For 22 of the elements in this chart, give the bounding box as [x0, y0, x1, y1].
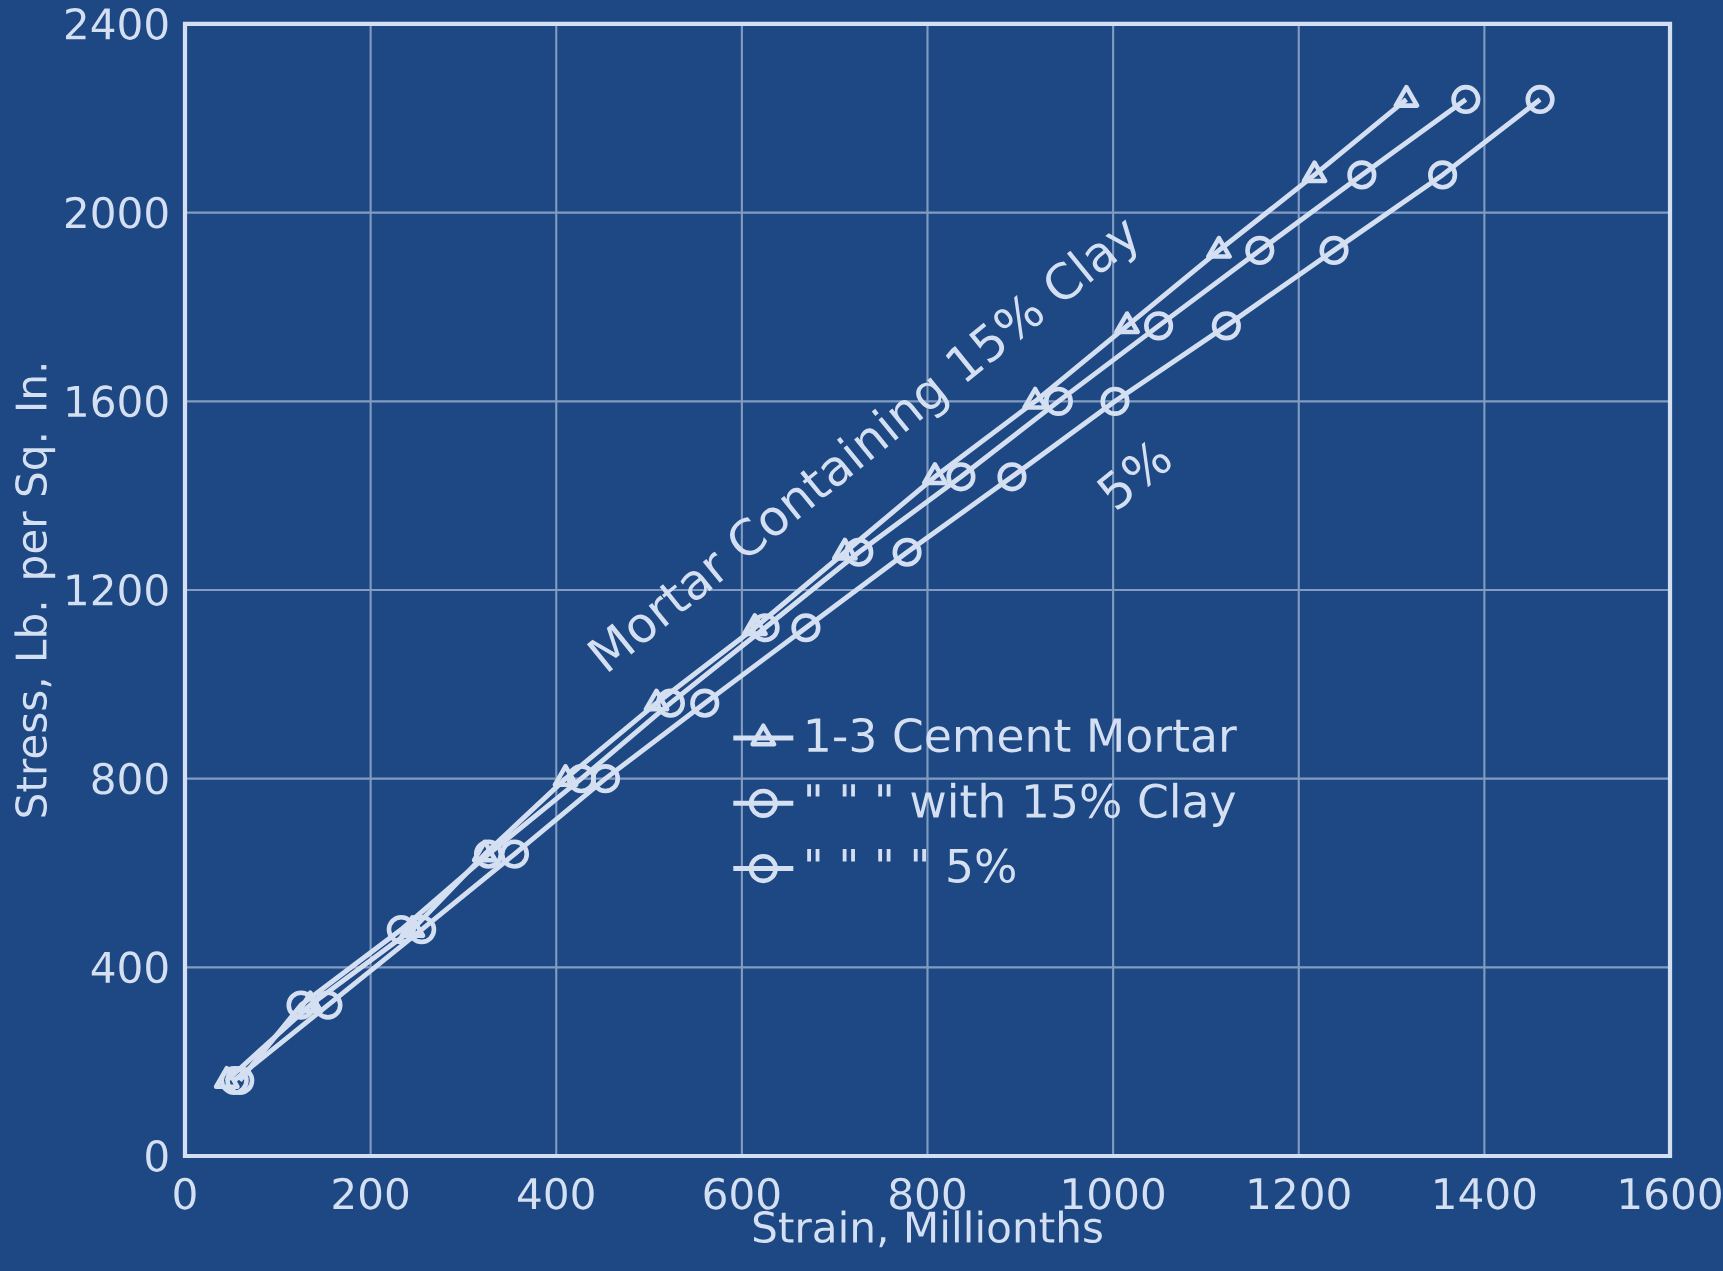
y-tick-label: 400 [91, 951, 168, 984]
y-axis-title: Stress, Lb. per Sq. In. [14, 365, 56, 817]
x-axis-title: Strain, Millionths [753, 1210, 1102, 1248]
x-tick-label: 1600 [1620, 1177, 1721, 1210]
x-tick-label: 800 [890, 1177, 965, 1210]
x-tick-label: 1200 [1249, 1177, 1350, 1210]
annotation: 5% [1096, 441, 1171, 510]
legend-label: " " " with 15% Clay [807, 782, 1236, 827]
y-tick-label: 800 [92, 762, 168, 795]
x-tick-label: 400 [518, 1177, 594, 1210]
x-tick-label: 1400 [1435, 1177, 1536, 1210]
legend-label: 1-3 Cement Mortar [807, 717, 1237, 753]
y-tick-label: 1600 [67, 385, 168, 418]
y-tick-label: 1200 [67, 574, 168, 606]
y-tick-label: 2400 [66, 8, 168, 40]
x-tick-label: 200 [333, 1177, 409, 1210]
x-tick-label: 600 [704, 1177, 780, 1210]
x-tick-label: 0 [174, 1177, 196, 1210]
y-tick-label: 0 [146, 1140, 168, 1172]
legend-label: " " " " 5% [807, 848, 1015, 884]
y-tick-label: 2000 [66, 196, 168, 229]
x-tick-label: 1000 [1064, 1177, 1164, 1210]
